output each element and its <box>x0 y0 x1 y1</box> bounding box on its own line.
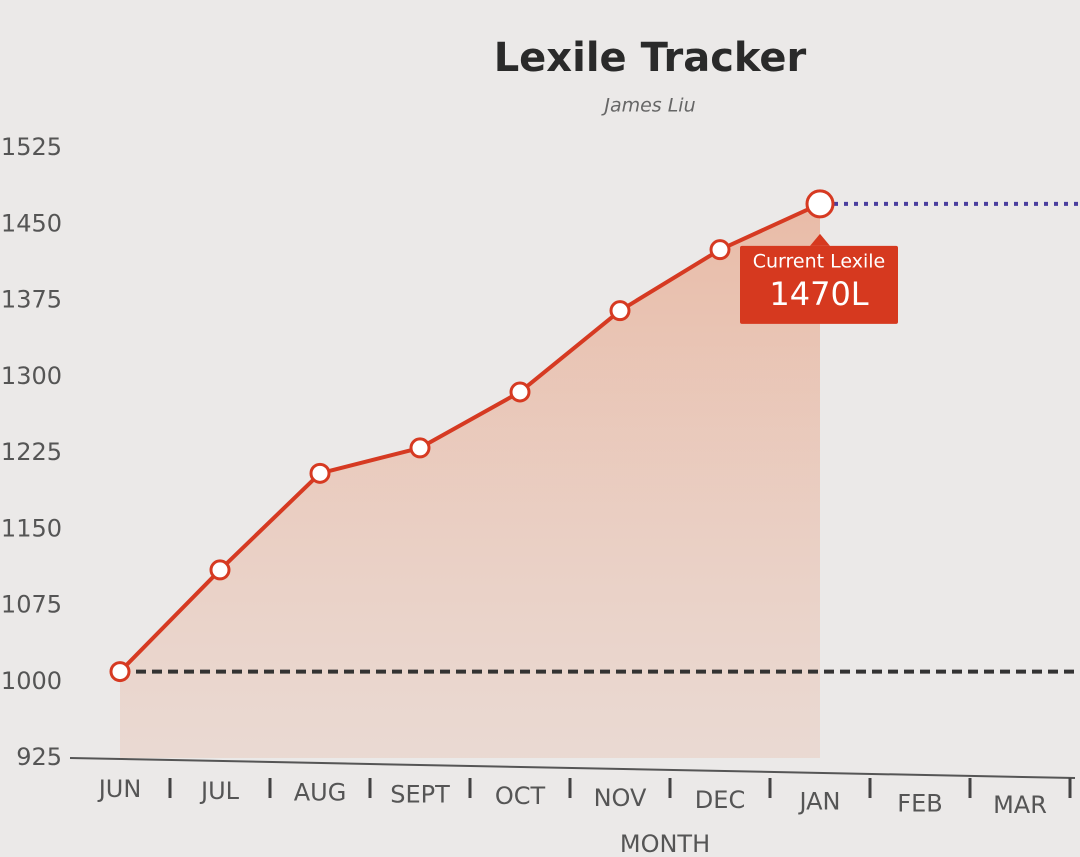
y-tick-label: 1450 <box>1 209 62 237</box>
data-point <box>309 462 331 484</box>
x-tick-label: JUL <box>199 777 240 805</box>
x-axis <box>69 757 1076 779</box>
data-point <box>509 381 531 403</box>
y-tick-label: 1525 <box>1 133 62 161</box>
x-tick-label: AUG <box>294 779 347 807</box>
data-point <box>409 437 431 459</box>
tooltip-pointer <box>810 233 830 246</box>
chart-subtitle: James Liu <box>600 95 695 117</box>
data-point <box>209 559 231 581</box>
data-point <box>709 239 731 261</box>
area <box>120 203 820 758</box>
x-tick-label: MAR <box>993 791 1047 819</box>
x-tick-label: JUN <box>97 775 142 803</box>
x-tick-label: OCT <box>495 782 546 810</box>
x-axis-label: MONTH <box>620 830 710 857</box>
tooltip-box <box>740 245 898 324</box>
y-tick-label: 1300 <box>1 362 62 390</box>
tooltip-value: 1470L <box>769 275 868 313</box>
y-tick-label: 1000 <box>1 667 62 695</box>
x-tick-label: JAN <box>797 788 840 816</box>
chart-title: Lexile Tracker <box>494 35 807 81</box>
x-tick-label: DEC <box>695 786 745 814</box>
y-tick-label: 1150 <box>1 514 62 542</box>
y-tick-label: 1225 <box>1 438 62 466</box>
tooltip-title: Current Lexile <box>753 250 886 272</box>
x-tick-label: SEPT <box>390 780 450 808</box>
data-point <box>109 661 131 683</box>
y-tick-label: 925 <box>16 743 62 771</box>
y-tick-label: 1375 <box>1 286 62 314</box>
data-point <box>805 189 835 219</box>
x-tick-label: NOV <box>594 784 647 812</box>
x-tick-label: FEB <box>897 789 942 817</box>
data-point <box>609 300 631 322</box>
y-tick-label: 1075 <box>1 591 62 619</box>
line <box>118 202 821 673</box>
